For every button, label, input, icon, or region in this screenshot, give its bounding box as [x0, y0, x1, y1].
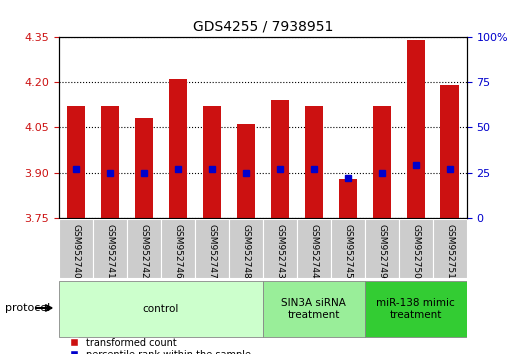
Text: GSM952742: GSM952742 — [140, 224, 148, 279]
Text: GSM952750: GSM952750 — [411, 224, 420, 279]
Bar — [127, 219, 161, 278]
Bar — [305, 107, 323, 218]
Bar — [263, 281, 365, 337]
Bar — [339, 179, 357, 218]
Bar — [93, 219, 127, 278]
Bar — [59, 219, 93, 278]
Bar — [236, 125, 255, 218]
Text: GSM952747: GSM952747 — [207, 224, 216, 279]
Bar — [297, 219, 331, 278]
Bar — [270, 101, 289, 218]
Bar — [441, 85, 459, 218]
Bar — [331, 219, 365, 278]
Text: GSM952743: GSM952743 — [275, 224, 284, 279]
Bar — [67, 107, 85, 218]
Text: GSM952748: GSM952748 — [242, 224, 250, 279]
Bar — [263, 219, 297, 278]
Bar — [406, 40, 425, 218]
Bar — [433, 219, 467, 278]
Text: GSM952746: GSM952746 — [173, 224, 183, 279]
Bar — [399, 219, 433, 278]
Bar — [203, 107, 221, 218]
Text: GSM952751: GSM952751 — [445, 224, 455, 279]
Bar — [59, 281, 263, 337]
Bar — [161, 219, 195, 278]
Text: SIN3A siRNA
treatment: SIN3A siRNA treatment — [282, 298, 346, 320]
Text: GSM952744: GSM952744 — [309, 224, 319, 279]
Bar — [372, 107, 391, 218]
Text: GSM952741: GSM952741 — [106, 224, 114, 279]
Bar — [134, 119, 153, 218]
Text: protocol: protocol — [5, 303, 50, 313]
Bar — [101, 107, 120, 218]
Text: GSM952740: GSM952740 — [71, 224, 81, 279]
Bar — [229, 219, 263, 278]
Bar — [365, 219, 399, 278]
Bar — [365, 281, 467, 337]
Text: GSM952749: GSM952749 — [378, 224, 386, 279]
Legend: transformed count, percentile rank within the sample: transformed count, percentile rank withi… — [64, 338, 251, 354]
Text: GSM952745: GSM952745 — [343, 224, 352, 279]
Text: control: control — [143, 304, 179, 314]
Text: miR-138 mimic
treatment: miR-138 mimic treatment — [377, 298, 455, 320]
Bar — [169, 79, 187, 218]
Title: GDS4255 / 7938951: GDS4255 / 7938951 — [193, 19, 333, 33]
Bar — [195, 219, 229, 278]
